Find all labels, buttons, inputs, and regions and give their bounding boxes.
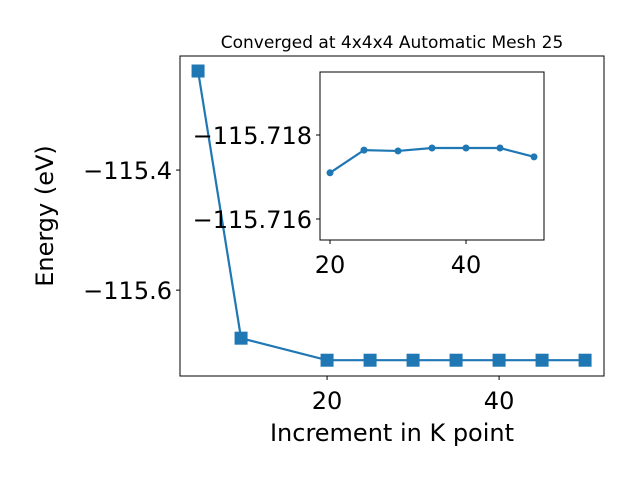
x-tick-label: 20 xyxy=(315,251,346,279)
marker xyxy=(363,353,377,367)
marker xyxy=(234,331,248,345)
marker xyxy=(320,353,334,367)
chart-title: Converged at 4x4x4 Automatic Mesh 25 xyxy=(221,33,564,53)
x-axis-label: Increment in K point xyxy=(270,419,514,447)
marker xyxy=(394,147,402,155)
marker xyxy=(496,144,504,152)
y-tick-label: −115.4 xyxy=(83,157,172,185)
plot-area xyxy=(319,71,545,241)
marker xyxy=(535,353,549,367)
y-axis-label: Energy (eV) xyxy=(31,145,59,287)
x-tick-label: 20 xyxy=(312,387,343,415)
marker xyxy=(191,64,205,78)
marker xyxy=(326,169,334,177)
marker xyxy=(406,353,420,367)
x-tick-label: 40 xyxy=(451,251,482,279)
y-tick-label: −115.716 xyxy=(193,206,312,234)
y-tick-label: −115.718 xyxy=(193,122,312,150)
marker xyxy=(578,353,592,367)
marker xyxy=(492,353,506,367)
x-tick-label: 40 xyxy=(484,387,515,415)
marker xyxy=(449,353,463,367)
marker xyxy=(530,153,538,161)
marker xyxy=(428,144,436,152)
marker xyxy=(462,144,470,152)
marker xyxy=(360,146,368,154)
y-tick-label: −115.6 xyxy=(83,277,172,305)
